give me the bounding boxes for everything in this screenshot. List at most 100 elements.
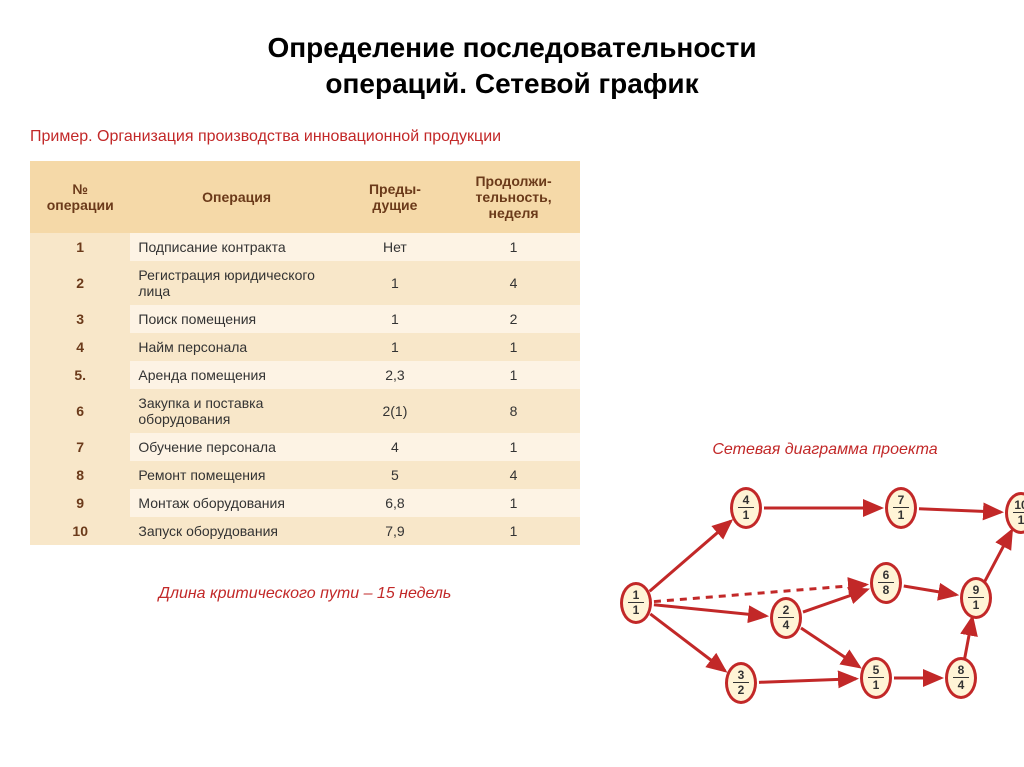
node-duration: 1 — [973, 599, 980, 611]
table-row: 8Ремонт помещения54 — [30, 461, 580, 489]
table-cell: Обучение персонала — [130, 433, 342, 461]
diagram-edge — [654, 584, 866, 601]
diagram-edge — [759, 679, 856, 683]
diagram-edge — [919, 509, 1001, 512]
table-cell: Поиск помещения — [130, 305, 342, 333]
node-id: 8 — [953, 664, 969, 678]
table-cell: 2 — [447, 305, 580, 333]
table-cell: Ремонт помещения — [130, 461, 342, 489]
table-cell: 1 — [447, 433, 580, 461]
node-id: 10 — [1013, 499, 1024, 513]
diagram-node-2: 24 — [770, 597, 802, 639]
table-cell: 6 — [30, 389, 130, 433]
table-cell: Найм персонала — [130, 333, 342, 361]
table-cell: Регистрация юридического лица — [130, 261, 342, 305]
node-duration: 1 — [898, 509, 905, 521]
table-row: 2Регистрация юридического лица14 — [30, 261, 580, 305]
table-cell: 2 — [30, 261, 130, 305]
node-duration: 1 — [633, 604, 640, 616]
diagram-title: Сетевая диаграмма проекта — [610, 441, 1024, 459]
node-id: 1 — [628, 589, 644, 603]
table-cell: 1 — [447, 233, 580, 261]
diagram-node-1: 11 — [620, 582, 652, 624]
node-duration: 4 — [958, 679, 965, 691]
table-cell: 1 — [343, 305, 447, 333]
table-cell: 9 — [30, 489, 130, 517]
table-cell: 2,3 — [343, 361, 447, 389]
table-row: 9Монтаж оборудования6,81 — [30, 489, 580, 517]
diagram-edge — [650, 521, 731, 591]
network-diagram: 114124327168518491101 — [610, 467, 1024, 707]
table-row: 4Найм персонала11 — [30, 333, 580, 361]
table-row: 6Закупка и поставка оборудования2(1)8 — [30, 389, 580, 433]
table-cell: 4 — [343, 433, 447, 461]
node-id: 9 — [968, 584, 984, 598]
diagram-node-10: 101 — [1005, 492, 1024, 534]
table-cell: 5. — [30, 361, 130, 389]
table-cell: 5 — [343, 461, 447, 489]
table-row: 5.Аренда помещения2,31 — [30, 361, 580, 389]
table-row: 10Запуск оборудования7,91 — [30, 517, 580, 545]
table-cell: 4 — [30, 333, 130, 361]
diagram-node-8: 84 — [945, 657, 977, 699]
page-title: Определение последовательности операций.… — [30, 30, 994, 103]
node-duration: 2 — [738, 684, 745, 696]
diagram-edge — [984, 530, 1011, 581]
title-line-1: Определение последовательности — [267, 32, 756, 63]
left-column: № операцииОперацияПреды-дущиеПродолжи-те… — [30, 161, 580, 707]
table-cell: 1 — [30, 233, 130, 261]
table-cell: 2(1) — [343, 389, 447, 433]
table-cell: 3 — [30, 305, 130, 333]
diagram-node-9: 91 — [960, 577, 992, 619]
table-cell: 10 — [30, 517, 130, 545]
table-cell: Подписание контракта — [130, 233, 342, 261]
node-id: 3 — [733, 669, 749, 683]
diagram-node-6: 68 — [870, 562, 902, 604]
diagram-edge — [964, 617, 972, 660]
table-cell: 1 — [343, 261, 447, 305]
table-cell: 1 — [343, 333, 447, 361]
node-duration: 1 — [743, 509, 750, 521]
table-cell: 1 — [447, 333, 580, 361]
node-id: 6 — [878, 569, 894, 583]
table-cell: 7,9 — [343, 517, 447, 545]
title-line-2: операций. Сетевой график — [325, 68, 698, 99]
table-cell: 8 — [447, 389, 580, 433]
table-row: 1Подписание контрактаНет1 — [30, 233, 580, 261]
diagram-node-7: 71 — [885, 487, 917, 529]
node-id: 4 — [738, 494, 754, 508]
table-cell: 6,8 — [343, 489, 447, 517]
diagram-node-4: 41 — [730, 487, 762, 529]
table-cell: Аренда помещения — [130, 361, 342, 389]
table-cell: 7 — [30, 433, 130, 461]
node-duration: 1 — [1018, 514, 1024, 526]
table-header-cell: Продолжи-тельность, неделя — [447, 161, 580, 233]
node-duration: 1 — [873, 679, 880, 691]
table-cell: 1 — [447, 361, 580, 389]
critical-path-text: Длина критического пути – 15 недель — [30, 585, 580, 603]
node-id: 2 — [778, 604, 794, 618]
node-duration: 4 — [783, 619, 790, 631]
diagram-node-5: 51 — [860, 657, 892, 699]
diagram-edge — [654, 605, 766, 616]
example-subtitle: Пример. Организация производства инновац… — [30, 128, 994, 146]
table-row: 7Обучение персонала41 — [30, 433, 580, 461]
node-id: 7 — [893, 494, 909, 508]
table-row: 3Поиск помещения12 — [30, 305, 580, 333]
node-id: 5 — [868, 664, 884, 678]
table-cell: 1 — [447, 517, 580, 545]
table-cell: 4 — [447, 461, 580, 489]
table-cell: Запуск оборудования — [130, 517, 342, 545]
table-cell: Закупка и поставка оборудования — [130, 389, 342, 433]
node-duration: 8 — [883, 584, 890, 596]
table-cell: Монтаж оборудования — [130, 489, 342, 517]
table-cell: 4 — [447, 261, 580, 305]
table-cell: 1 — [447, 489, 580, 517]
table-header-cell: Операция — [130, 161, 342, 233]
table-cell: Нет — [343, 233, 447, 261]
diagram-edge — [801, 628, 859, 667]
operations-table: № операцииОперацияПреды-дущиеПродолжи-те… — [30, 161, 580, 545]
diagram-edge — [803, 589, 867, 611]
diagram-edge — [650, 614, 725, 671]
content-area: № операцииОперацияПреды-дущиеПродолжи-те… — [30, 161, 994, 707]
